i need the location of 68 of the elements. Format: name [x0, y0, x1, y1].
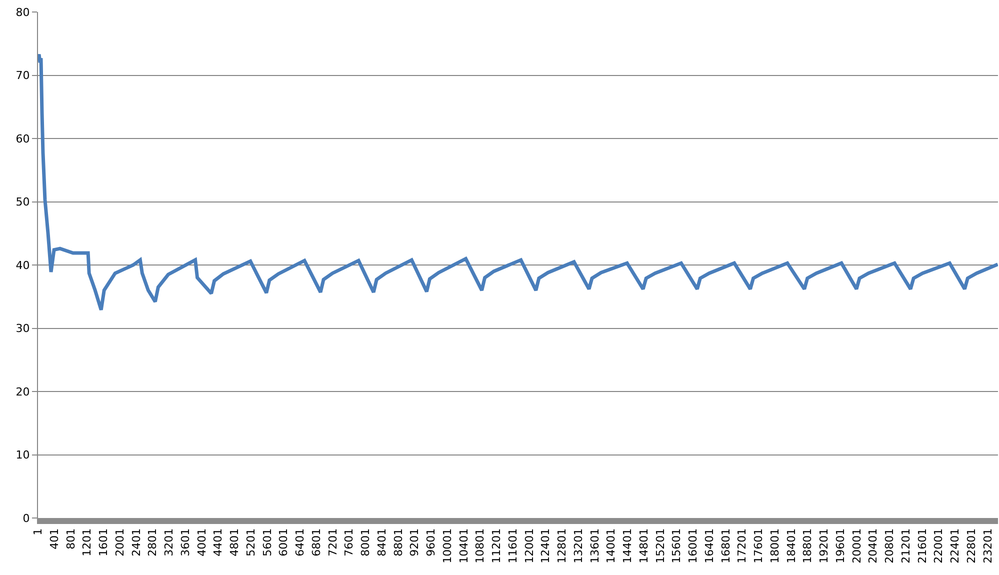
x-tick-label: 10801	[474, 528, 487, 564]
x-tick-label: 15201	[654, 528, 667, 564]
x-tick-label: 1	[32, 528, 45, 536]
x-tick-label: 12801	[556, 528, 569, 564]
y-tick-label: 10	[16, 448, 30, 462]
y-tick-label: 40	[16, 258, 30, 272]
y-tick-label: 70	[16, 69, 30, 82]
x-tick-label: 10001	[440, 528, 454, 564]
y-tick-label: 60	[16, 132, 30, 146]
x-tick-label: 1201	[80, 528, 94, 556]
x-tick-label: 6801	[310, 528, 323, 556]
x-tick-label: 801	[64, 528, 78, 550]
x-tick-label: 14001	[604, 528, 618, 564]
x-tick-label: 16801	[719, 528, 732, 564]
x-tick-label: 8801	[392, 528, 405, 556]
x-tick-label: 17201	[736, 528, 749, 564]
x-tick-label: 13201	[572, 528, 585, 564]
x-tick-label: 6001	[277, 528, 290, 556]
x-tick-label: 14801	[637, 528, 650, 564]
x-tick-label: 23201	[981, 528, 994, 564]
x-tick-label: 8001	[359, 528, 372, 556]
x-tick-label: 14401	[621, 528, 634, 564]
x-tick-label: 4401	[212, 528, 225, 556]
x-tick-label: 8401	[375, 528, 388, 556]
x-tick-label: 22801	[965, 528, 978, 564]
x-tick-label: 5601	[260, 528, 274, 556]
y-tick-label: 0	[22, 512, 30, 525]
x-tick-label: 2401	[130, 528, 143, 556]
x-tick-label: 20401	[866, 528, 880, 564]
x-tick-label: 6401	[294, 528, 307, 556]
x-tick-label: 401	[48, 528, 61, 550]
x-tick-label: 1601	[97, 528, 110, 556]
x-tick-label: 9201	[408, 528, 422, 556]
x-tick-label: 11601	[506, 528, 520, 564]
x-tick-label: 21601	[916, 528, 929, 564]
y-tick-label: 30	[16, 322, 30, 336]
x-tick-label: 17601	[752, 528, 766, 564]
x-tick-label: 2801	[146, 528, 160, 556]
x-tick-label: 10401	[457, 528, 470, 564]
x-tick-label: 18801	[801, 528, 814, 564]
x-tick-label: 3601	[178, 528, 192, 556]
y-tick-label: 50	[16, 196, 30, 209]
x-tick-label: 4001	[195, 528, 208, 556]
x-tick-label: 11201	[490, 528, 504, 564]
x-tick-label: 12401	[539, 528, 552, 564]
x-tick-label: 12001	[522, 528, 536, 564]
x-tick-label: 2001	[113, 528, 126, 556]
x-tick-label: 9601	[424, 528, 438, 556]
x-tick-label: 18001	[768, 528, 782, 564]
y-tick-label: 80	[16, 6, 30, 19]
x-tick-label: 7201	[326, 528, 340, 556]
x-tick-label: 15601	[670, 528, 684, 564]
x-tick-label: 20001	[850, 528, 864, 564]
x-tick-label: 19201	[818, 528, 831, 564]
x-tick-label: 18401	[784, 528, 798, 564]
x-tick-label: 19601	[834, 528, 847, 564]
y-tick-label: 20	[16, 385, 30, 398]
x-tick-label: 22001	[932, 528, 946, 564]
x-tick-label: 4801	[228, 528, 242, 556]
x-tick-label: 13601	[588, 528, 602, 564]
x-tick-label: 16001	[686, 528, 700, 564]
x-tick-label: 20801	[883, 528, 896, 564]
x-tick-label: 22401	[948, 528, 962, 564]
x-tick-label: 7601	[342, 528, 356, 556]
x-tick-label: 5201	[244, 528, 258, 556]
x-tick-label: 16401	[702, 528, 716, 564]
x-tick-label: 3201	[162, 528, 176, 556]
x-tick-label: 21201	[900, 528, 913, 564]
